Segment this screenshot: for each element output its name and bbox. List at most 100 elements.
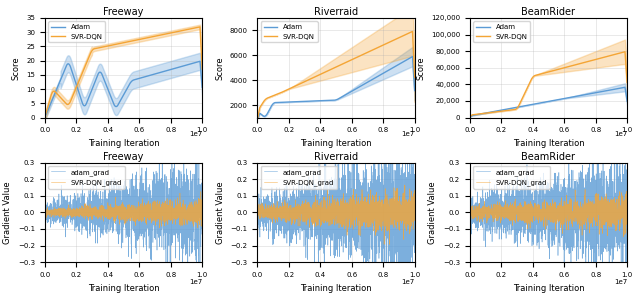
Title: Freeway: Freeway	[103, 152, 144, 162]
Adam	[379, 72, 387, 75]
SVR-DQN	[409, 30, 417, 33]
Adam	[253, 119, 261, 123]
Text: 1e7: 1e7	[189, 131, 202, 136]
SVR-DQN	[104, 44, 112, 48]
SVR-DQN_grad	[619, 204, 627, 208]
Adam	[623, 100, 631, 103]
Adam	[591, 91, 599, 94]
SVR-DQN	[41, 114, 49, 117]
SVR-DQN_grad	[378, 217, 385, 221]
Y-axis label: Score: Score	[416, 56, 425, 80]
adam_grad	[406, 261, 414, 264]
SVR-DQN_grad	[49, 212, 57, 216]
SVR-DQN	[591, 58, 599, 61]
SVR-DQN_grad	[118, 216, 125, 220]
Adam	[149, 73, 157, 76]
SVR-DQN	[530, 75, 538, 78]
SVR-DQN	[57, 96, 65, 100]
X-axis label: Training Iteration: Training Iteration	[300, 139, 372, 148]
adam_grad	[330, 231, 338, 235]
Legend: adam_grad, SVR-DQN_grad: adam_grad, SVR-DQN_grad	[260, 166, 337, 189]
SVR-DQN_grad	[113, 205, 121, 209]
SVR-DQN_grad	[619, 204, 627, 208]
Line: SVR-DQN_grad: SVR-DQN_grad	[257, 185, 415, 244]
SVR-DQN	[198, 67, 206, 71]
Text: 1e7: 1e7	[401, 131, 415, 136]
SVR-DQN_grad	[411, 190, 419, 193]
SVR-DQN_grad	[253, 214, 261, 218]
SVR-DQN_grad	[194, 208, 202, 212]
adam_grad	[253, 218, 261, 221]
Adam	[41, 114, 49, 118]
adam_grad	[165, 201, 173, 204]
Title: Freeway: Freeway	[103, 7, 144, 17]
adam_grad	[326, 185, 333, 189]
SVR-DQN_grad	[406, 206, 414, 210]
SVR-DQN	[149, 35, 157, 38]
Y-axis label: Score: Score	[12, 56, 20, 80]
adam_grad	[49, 213, 57, 216]
SVR-DQN_grad	[165, 218, 173, 221]
Adam	[482, 111, 490, 115]
SVR-DQN	[362, 52, 369, 55]
Line: SVR-DQN_grad: SVR-DQN_grad	[45, 192, 202, 228]
SVR-DQN_grad	[401, 183, 408, 187]
Adam	[466, 115, 474, 119]
adam_grad	[543, 222, 550, 226]
adam_grad	[411, 249, 419, 253]
Line: SVR-DQN: SVR-DQN	[45, 27, 202, 116]
Adam	[104, 89, 112, 92]
Line: SVR-DQN: SVR-DQN	[257, 31, 415, 120]
adam_grad	[619, 151, 627, 155]
adam_grad	[395, 115, 403, 119]
adam_grad	[262, 198, 269, 201]
SVR-DQN_grad	[466, 213, 474, 216]
Adam	[323, 99, 330, 102]
SVR-DQN_grad	[262, 215, 269, 218]
SVR-DQN_grad	[330, 198, 338, 202]
adam_grad	[378, 238, 385, 242]
Legend: Adam, SVR-DQN: Adam, SVR-DQN	[473, 21, 531, 42]
SVR-DQN	[376, 45, 384, 48]
SVR-DQN_grad	[538, 212, 546, 216]
Adam	[409, 55, 417, 58]
adam_grad	[619, 157, 627, 161]
SVR-DQN_grad	[543, 200, 550, 204]
SVR-DQN_grad	[326, 211, 333, 214]
SVR-DQN	[482, 111, 490, 115]
adam_grad	[198, 229, 206, 233]
Line: Adam: Adam	[470, 87, 627, 117]
Line: Adam: Adam	[257, 57, 415, 121]
adam_grad	[538, 196, 546, 200]
X-axis label: Training Iteration: Training Iteration	[88, 139, 159, 148]
SVR-DQN_grad	[41, 212, 49, 215]
adam_grad	[406, 211, 414, 214]
SVR-DQN	[166, 31, 174, 35]
Adam	[589, 91, 596, 95]
adam_grad	[41, 208, 49, 212]
Title: BeamRider: BeamRider	[522, 7, 575, 17]
SVR-DQN_grad	[581, 188, 589, 191]
SVR-DQN_grad	[620, 235, 627, 239]
Adam	[317, 99, 324, 103]
Y-axis label: Score: Score	[215, 56, 224, 80]
adam_grad	[466, 211, 474, 214]
SVR-DQN_grad	[385, 243, 393, 246]
Line: adam_grad: adam_grad	[45, 136, 202, 285]
SVR-DQN	[574, 62, 582, 66]
SVR-DQN_grad	[623, 218, 631, 222]
SVR-DQN	[317, 72, 324, 76]
X-axis label: Training Iteration: Training Iteration	[88, 283, 159, 293]
SVR-DQN_grad	[198, 208, 206, 212]
SVR-DQN	[196, 25, 204, 29]
X-axis label: Training Iteration: Training Iteration	[513, 139, 584, 148]
Line: SVR-DQN: SVR-DQN	[470, 52, 627, 116]
Legend: Adam, SVR-DQN: Adam, SVR-DQN	[48, 21, 105, 42]
Adam	[376, 73, 384, 77]
SVR-DQN_grad	[194, 203, 202, 206]
Line: adam_grad: adam_grad	[257, 117, 415, 298]
Adam	[166, 68, 174, 72]
Text: 1e7: 1e7	[401, 279, 415, 285]
Y-axis label: Gradient Value: Gradient Value	[216, 181, 225, 244]
Text: 1e7: 1e7	[614, 131, 627, 136]
